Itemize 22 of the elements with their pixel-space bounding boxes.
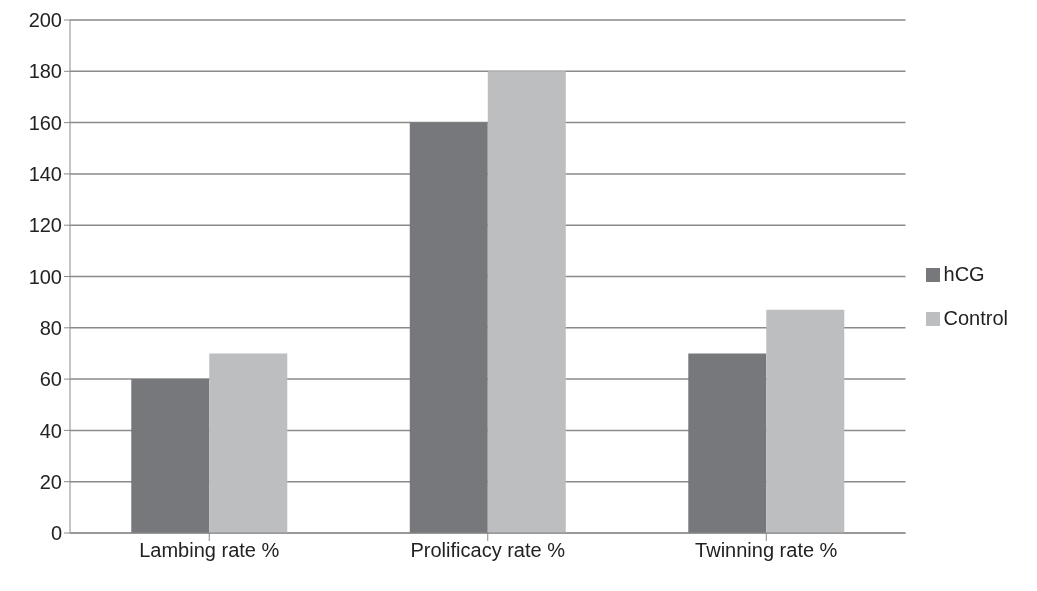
legend-label: Control (943, 306, 1008, 329)
bar (131, 379, 210, 533)
y-tick-label: 120 (28, 214, 62, 237)
x-tick-label: Prolificacy rate % (410, 539, 566, 562)
y-tick-label: 40 (39, 419, 62, 442)
bar (766, 309, 845, 533)
x-tick-label: Lambing rate % (139, 539, 280, 562)
y-tick-label: 100 (28, 265, 62, 288)
y-tick-label: 200 (28, 9, 62, 32)
y-tick-label: 180 (28, 60, 62, 83)
y-tick-label: 160 (28, 111, 62, 134)
y-tick-label: 0 (50, 522, 62, 545)
bar (688, 353, 767, 533)
legend-label: hCG (943, 262, 985, 285)
bar (487, 71, 566, 533)
bar (209, 353, 288, 533)
y-tick-label: 20 (39, 470, 62, 493)
bar (409, 122, 488, 533)
y-tick-label: 60 (39, 368, 62, 391)
y-tick-label: 80 (39, 316, 62, 339)
y-tick-label: 140 (28, 163, 62, 185)
x-tick-label: Twinning rate % (695, 539, 838, 562)
